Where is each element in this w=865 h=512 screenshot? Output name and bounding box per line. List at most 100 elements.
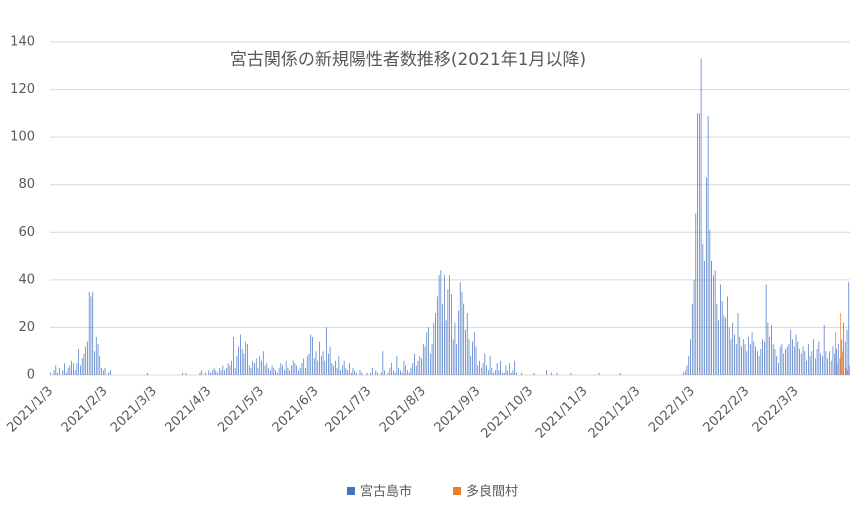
bar: [88, 291, 90, 375]
bar: [475, 346, 477, 375]
bar: [322, 351, 324, 375]
bar: [255, 358, 257, 375]
bar: [213, 367, 215, 375]
bar: [64, 363, 65, 375]
bar: [734, 334, 735, 375]
bar: [305, 367, 306, 375]
bar: [234, 367, 236, 375]
bar: [398, 367, 400, 375]
bar: [375, 370, 377, 375]
bar: [683, 372, 684, 375]
bar: [419, 355, 421, 375]
bar: [261, 360, 262, 375]
bar: [275, 370, 276, 375]
bar: [804, 351, 806, 375]
bar: [320, 355, 322, 375]
bar: [384, 370, 385, 375]
bar: [514, 360, 516, 375]
bar: [199, 372, 201, 375]
bar: [347, 370, 349, 375]
bar: [764, 341, 765, 375]
bar: [303, 358, 305, 375]
bar: [843, 322, 844, 375]
bar: [507, 370, 509, 375]
legend-label: 宮古島市: [360, 484, 412, 500]
bar: [92, 291, 94, 375]
bar: [233, 336, 234, 375]
y-tick-label: 60: [18, 225, 35, 240]
bar: [493, 372, 494, 375]
bar: [292, 360, 294, 375]
bar: [815, 358, 816, 375]
bar: [845, 367, 847, 375]
bar: [83, 353, 85, 375]
bar: [78, 348, 80, 375]
bar: [108, 372, 109, 375]
bar: [829, 351, 830, 375]
bar: [109, 370, 111, 375]
bar: [767, 322, 769, 375]
bar: [327, 353, 329, 375]
bar: [820, 353, 821, 375]
bar: [278, 367, 280, 375]
bar: [211, 370, 213, 375]
bar: [484, 353, 486, 375]
bar: [816, 348, 818, 375]
bar: [262, 351, 264, 375]
bar: [468, 339, 470, 375]
bar: [447, 289, 449, 375]
bar: [774, 348, 776, 375]
bar: [403, 360, 405, 375]
bar: [706, 177, 707, 375]
bar: [456, 344, 458, 375]
bar: [349, 363, 350, 375]
bar: [71, 360, 72, 375]
bar: [431, 344, 433, 375]
bar: [50, 372, 51, 375]
bar: [807, 344, 809, 375]
bar: [533, 372, 535, 375]
bar: [452, 339, 454, 375]
bar: [510, 372, 512, 375]
bar: [215, 370, 217, 375]
bar: [847, 370, 849, 375]
bar: [823, 325, 825, 375]
y-tick-label: 100: [10, 130, 35, 145]
bar: [53, 370, 55, 375]
bar: [470, 355, 472, 375]
bar: [417, 360, 419, 375]
bar: [366, 372, 368, 375]
bar: [80, 365, 81, 375]
bar: [479, 360, 480, 375]
bar: [380, 372, 382, 375]
bar: [792, 339, 793, 375]
bar: [104, 367, 106, 375]
bar: [846, 329, 848, 375]
bar: [463, 303, 465, 375]
bar: [461, 291, 463, 375]
y-tick-label: 20: [18, 320, 35, 335]
bar: [772, 344, 774, 375]
bar: [707, 115, 709, 375]
bar: [720, 284, 721, 375]
bar: [338, 355, 340, 375]
bar: [55, 365, 57, 375]
bar: [822, 355, 823, 375]
bar: [382, 351, 384, 375]
bar: [259, 355, 261, 375]
bar: [415, 365, 417, 375]
bar: [709, 229, 711, 375]
bar: [426, 332, 428, 375]
bar: [394, 372, 396, 375]
bar: [401, 372, 403, 375]
bar: [691, 303, 693, 375]
bar: [849, 365, 850, 375]
bar: [391, 363, 392, 375]
bar: [299, 367, 301, 375]
bar: [841, 339, 843, 375]
bar: [505, 365, 507, 375]
bar: [324, 360, 326, 375]
bar: [285, 360, 287, 375]
y-tick-label: 120: [10, 82, 35, 97]
